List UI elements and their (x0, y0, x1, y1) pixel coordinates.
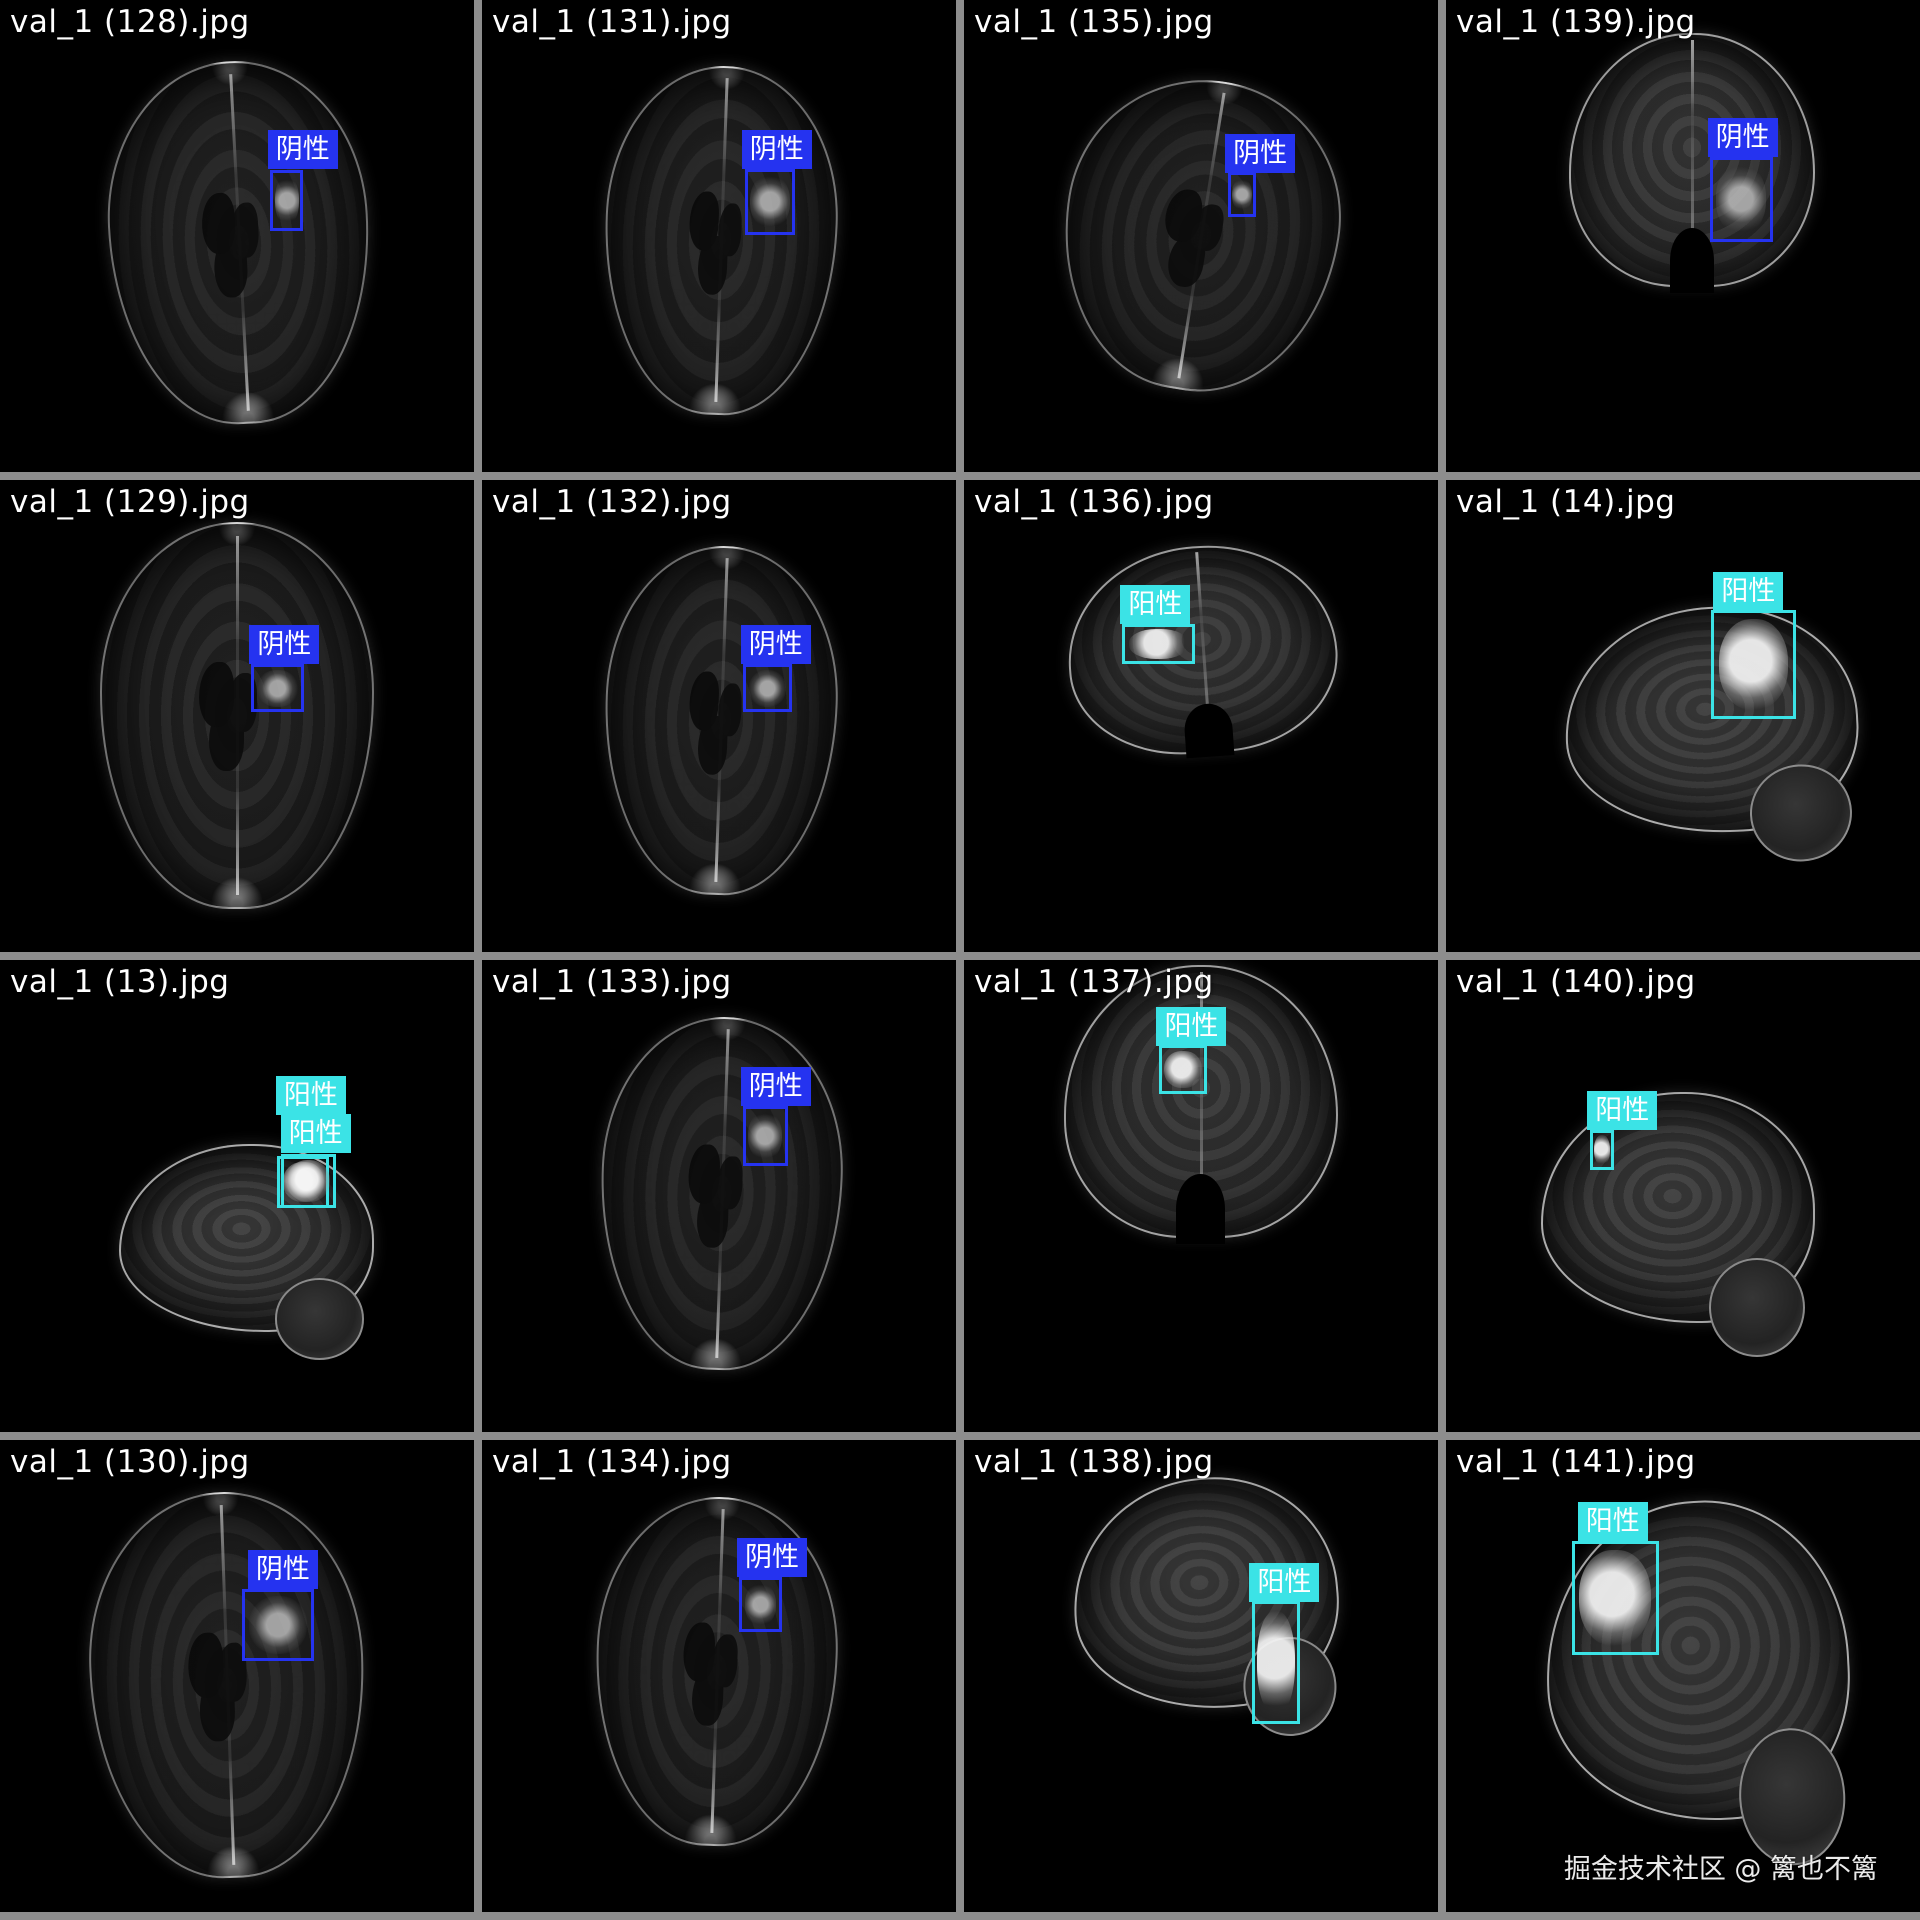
scan-tile: 阳性 val_1 (14).jpg (1446, 480, 1920, 952)
scan-tile: 阳性 val_1 (138).jpg (964, 1440, 1438, 1912)
detections: 阴性 (0, 480, 474, 952)
scan-tile: 阳性 val_1 (136).jpg (964, 480, 1438, 952)
filename-label: val_1 (132).jpg (492, 484, 732, 520)
filename-label: val_1 (139).jpg (1456, 4, 1696, 40)
cerebellum-lobe (1709, 1257, 1805, 1357)
detections: 阴性 (0, 1440, 474, 1912)
detection-box (251, 664, 305, 713)
scan-tile: 阴性 val_1 (132).jpg (482, 480, 956, 952)
detections: 阴性 (482, 0, 956, 472)
detection-class-label: 阳性 (275, 1075, 346, 1115)
scan-tile: 阴性 val_1 (133).jpg (482, 960, 956, 1432)
detections: 阳性 (1446, 1440, 1920, 1912)
detection-box (241, 1589, 315, 1662)
detections: 阴性 (482, 960, 956, 1432)
scan-tile: 阴性 val_1 (139).jpg (1446, 0, 1920, 472)
detection-class-label: 阴性 (267, 129, 338, 169)
detections: 阳性 阳性 (0, 960, 474, 1432)
detection-class-label: 阳性 (1120, 585, 1191, 625)
detection-class-label: 阴性 (247, 1550, 318, 1590)
detection-box (1158, 1045, 1208, 1094)
cerebellum-lobe (274, 1278, 365, 1360)
detection-box (1571, 1541, 1659, 1656)
scan-tile: 阴性 val_1 (134).jpg (482, 1440, 956, 1912)
detections: 阳性 (964, 1440, 1438, 1912)
detections: 阳性 (964, 480, 1438, 952)
detection-class-label: 阳性 (1587, 1090, 1658, 1130)
detections: 阴性 (482, 480, 956, 952)
filename-label: val_1 (137).jpg (974, 964, 1214, 1000)
filename-label: val_1 (136).jpg (974, 484, 1214, 520)
scan-tile: 阳性 val_1 (137).jpg (964, 960, 1438, 1432)
detections: 阴性 (1446, 0, 1920, 472)
filename-label: val_1 (129).jpg (10, 484, 250, 520)
detections: 阴性 (964, 0, 1438, 472)
scan-tile: 阴性 val_1 (129).jpg (0, 480, 474, 952)
filename-label: val_1 (131).jpg (492, 4, 732, 40)
detection-class-label: 阳性 (1249, 1562, 1320, 1602)
detection-class-label: 阴性 (249, 625, 320, 665)
filename-label: val_1 (140).jpg (1456, 964, 1696, 1000)
detections: 阳性 (964, 960, 1438, 1432)
detections: 阳性 (1446, 960, 1920, 1432)
brain-scan-image (99, 522, 374, 909)
detection-class-label: 阳性 (1577, 1502, 1648, 1542)
detection-box (744, 168, 796, 235)
detection-box (743, 1105, 788, 1167)
brain-scan-image (1540, 1092, 1815, 1357)
detection-class-label: 阳性 (1713, 572, 1784, 612)
detection-class-label: 阴性 (1707, 118, 1778, 157)
filename-label: val_1 (130).jpg (10, 1444, 250, 1480)
detection-box (1251, 1601, 1301, 1725)
detection-box (280, 1153, 337, 1209)
filename-label: val_1 (128).jpg (10, 4, 250, 40)
filename-label: val_1 (135).jpg (974, 4, 1214, 40)
detection-class-label: 阴性 (1225, 133, 1296, 173)
detection-box (270, 169, 304, 232)
brain-scan-image (1569, 33, 1815, 293)
filename-label: val_1 (141).jpg (1456, 1444, 1696, 1480)
detection-class-label: 阳性 (280, 1114, 351, 1154)
scan-tile: 阳性 val_1 (140).jpg (1446, 960, 1920, 1432)
filename-label: val_1 (14).jpg (1456, 484, 1676, 520)
detections: 阴性 (482, 1440, 956, 1912)
detections: 阳性 (1446, 480, 1920, 952)
detection-class-label: 阴性 (740, 625, 811, 665)
detection-box (1122, 624, 1195, 665)
scan-tile: 阴性 val_1 (135).jpg (964, 0, 1438, 472)
detection-box (1710, 610, 1796, 719)
detection-box (1227, 172, 1257, 217)
detection-box (739, 1577, 782, 1632)
watermark: 掘金技术社区 @ 篱也不篱 (1563, 1854, 1878, 1885)
detection-class-label: 阴性 (741, 129, 812, 169)
filename-label: val_1 (13).jpg (10, 964, 230, 1000)
scan-tile: 阳性 阳性 val_1 (13).jpg (0, 960, 474, 1432)
detection-class-label: 阴性 (737, 1538, 807, 1578)
detections: 阴性 (0, 0, 474, 472)
scan-tile: 阴性 val_1 (130).jpg (0, 1440, 474, 1912)
detection-class-label: 阳性 (1156, 1006, 1227, 1046)
detection-class-label: 阴性 (740, 1067, 811, 1107)
detection-box (1709, 156, 1773, 242)
scan-tile: 阴性 val_1 (128).jpg (0, 0, 474, 472)
detection-box (1590, 1129, 1615, 1170)
detection-box (743, 664, 792, 713)
scan-tile: 阴性 val_1 (131).jpg (482, 0, 956, 472)
filename-label: val_1 (133).jpg (492, 964, 732, 1000)
filename-label: val_1 (134).jpg (492, 1444, 732, 1480)
scan-tile: 阳性 val_1 (141).jpg (1446, 1440, 1920, 1912)
filename-label: val_1 (138).jpg (974, 1444, 1214, 1480)
